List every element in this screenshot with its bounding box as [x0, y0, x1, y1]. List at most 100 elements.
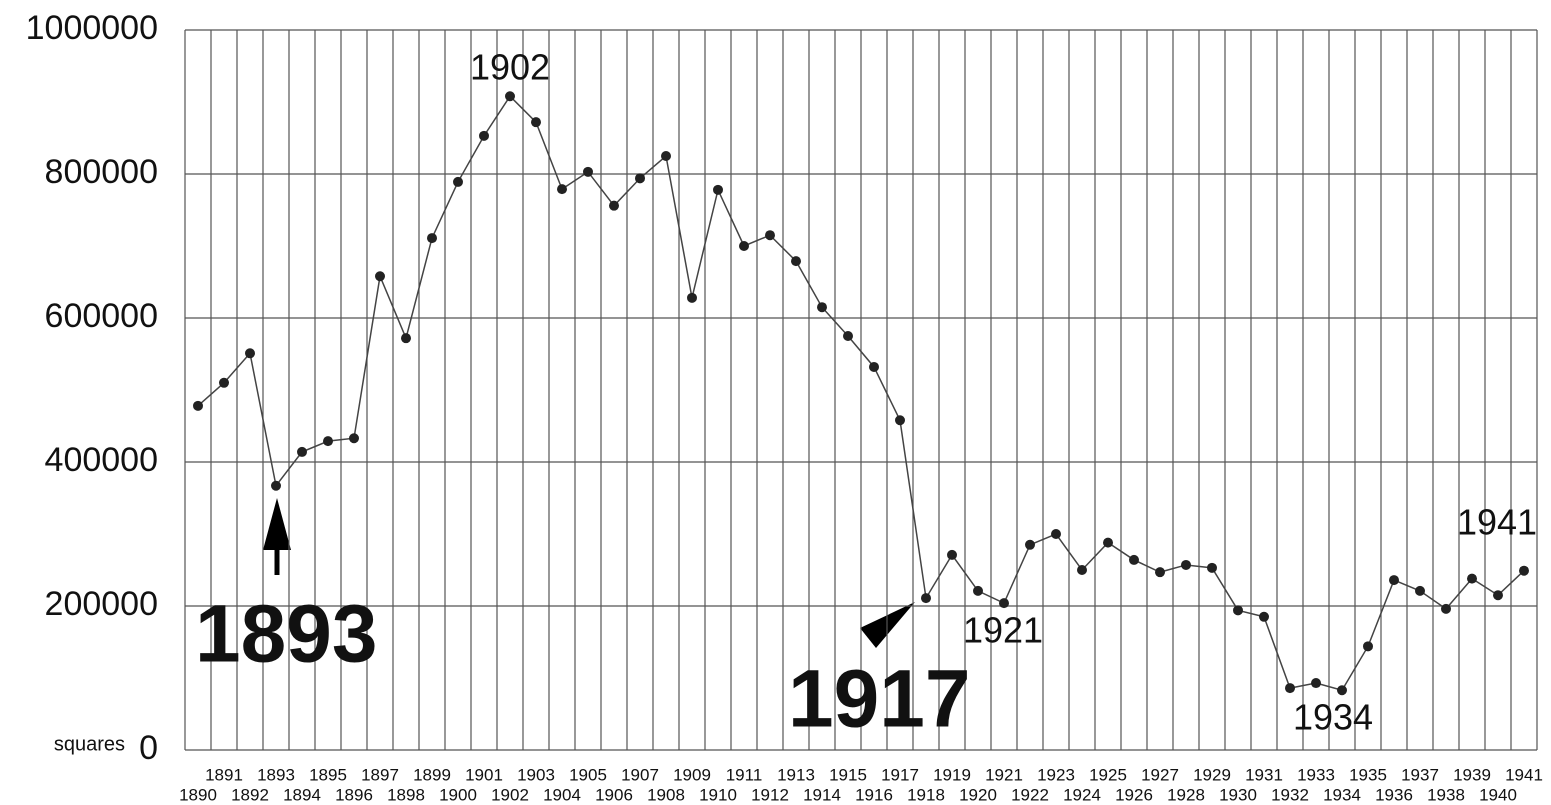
- x-tick-label: 1908: [647, 785, 685, 804]
- x-tick-label: 1907: [621, 765, 659, 784]
- annotation: 1921: [963, 610, 1043, 651]
- x-tick-label: 1904: [543, 785, 581, 804]
- data-point: [479, 130, 489, 141]
- x-tick-label: 1898: [387, 785, 425, 804]
- data-point: [713, 184, 723, 195]
- y-tick-label: 400000: [45, 441, 158, 479]
- data-point: [1311, 678, 1321, 689]
- x-tick-label: 1919: [933, 765, 971, 784]
- x-tick-label: 1935: [1349, 765, 1387, 784]
- data-point: [427, 233, 437, 244]
- annotation: 1893: [195, 589, 377, 680]
- x-tick-label: 1903: [517, 765, 555, 784]
- data-point: [1259, 611, 1269, 622]
- data-point: [739, 241, 749, 251]
- data-point: [557, 184, 567, 195]
- y-tick-label: 800000: [45, 153, 158, 191]
- data-point: [531, 117, 541, 128]
- x-tick-label: 1939: [1453, 765, 1491, 784]
- data-point: [1233, 605, 1243, 616]
- x-tick-label: 1936: [1375, 785, 1413, 804]
- data-point: [765, 230, 775, 241]
- data-point: [1363, 641, 1373, 652]
- data-point: [609, 200, 619, 211]
- x-tick-label: 1917: [881, 765, 919, 784]
- y-tick-label: 0: [139, 729, 158, 767]
- data-point: [895, 415, 905, 426]
- data-point: [661, 151, 671, 161]
- x-tick-label: 1940: [1479, 785, 1517, 804]
- x-tick-label: 1895: [309, 765, 347, 784]
- data-point: [323, 436, 333, 447]
- x-tick-label: 1920: [959, 785, 997, 804]
- data-point: [843, 331, 853, 341]
- x-tick-label: 1941: [1505, 765, 1543, 784]
- data-point: [947, 549, 957, 560]
- data-point: [817, 302, 827, 313]
- x-tick-label: 1912: [751, 785, 789, 804]
- x-tick-label: 1933: [1297, 765, 1335, 784]
- x-tick-label: 1900: [439, 785, 477, 804]
- data-point: [1207, 562, 1217, 573]
- x-tick-label: 1891: [205, 765, 243, 784]
- x-tick-label: 1893: [257, 765, 295, 784]
- data-point: [219, 377, 229, 388]
- x-tick-label: 1926: [1115, 785, 1153, 804]
- x-tick-label: 1934: [1323, 785, 1361, 804]
- x-tick-label: 1897: [361, 765, 399, 784]
- data-point: [999, 598, 1009, 609]
- data-point: [1103, 537, 1113, 548]
- x-tick-label: 1914: [803, 785, 841, 804]
- data-point: [375, 271, 385, 282]
- data-point: [1519, 565, 1529, 576]
- x-tick-label: 1901: [465, 765, 503, 784]
- x-tick-label: 1918: [907, 785, 945, 804]
- data-point: [1467, 573, 1477, 584]
- y-tick-label: 600000: [45, 297, 158, 335]
- data-point: [1285, 683, 1295, 694]
- data-point: [1077, 565, 1087, 575]
- data-point: [1155, 567, 1165, 578]
- x-tick-label: 1890: [179, 785, 217, 804]
- annotation: 1941: [1457, 502, 1537, 543]
- x-tick-label: 1922: [1011, 785, 1049, 804]
- data-point: [297, 446, 307, 457]
- x-tick-label: 1899: [413, 765, 451, 784]
- data-point: [453, 176, 463, 187]
- x-tick-label: 1896: [335, 785, 373, 804]
- data-point: [1025, 539, 1035, 550]
- x-tick-label: 1928: [1167, 785, 1205, 804]
- data-point: [973, 585, 983, 596]
- y-tick-label: 200000: [45, 585, 158, 623]
- data-point: [193, 400, 203, 411]
- data-point: [635, 173, 645, 184]
- y-axis-label: squares: [54, 733, 125, 755]
- data-point: [1415, 585, 1425, 596]
- x-tick-label: 1892: [231, 785, 269, 804]
- data-point: [791, 256, 801, 267]
- data-point: [687, 292, 697, 303]
- data-point: [1441, 603, 1451, 614]
- data-point: [401, 333, 411, 344]
- x-tick-label: 1927: [1141, 765, 1179, 784]
- data-point: [245, 348, 255, 359]
- x-tick-label: 1932: [1271, 785, 1309, 804]
- series-line: [197, 95, 1525, 692]
- x-tick-label: 1909: [673, 765, 711, 784]
- x-tick-label: 1916: [855, 785, 893, 804]
- data-point: [1051, 529, 1061, 539]
- data-point: [1493, 590, 1503, 601]
- x-tick-label: 1921: [985, 765, 1023, 784]
- y-tick-label: 1000000: [26, 9, 158, 47]
- x-tick-label: 1930: [1219, 785, 1257, 804]
- x-tick-label: 1902: [491, 785, 529, 804]
- annotation: 1934: [1293, 697, 1373, 738]
- x-tick-label: 1905: [569, 765, 607, 784]
- data-point: [921, 593, 931, 604]
- x-tick-label: 1929: [1193, 765, 1231, 784]
- x-tick-label: 1915: [829, 765, 867, 784]
- x-tick-label: 1937: [1401, 765, 1439, 784]
- data-point: [583, 166, 593, 177]
- arrow-1893: [263, 498, 291, 575]
- x-tick-label: 1925: [1089, 765, 1127, 784]
